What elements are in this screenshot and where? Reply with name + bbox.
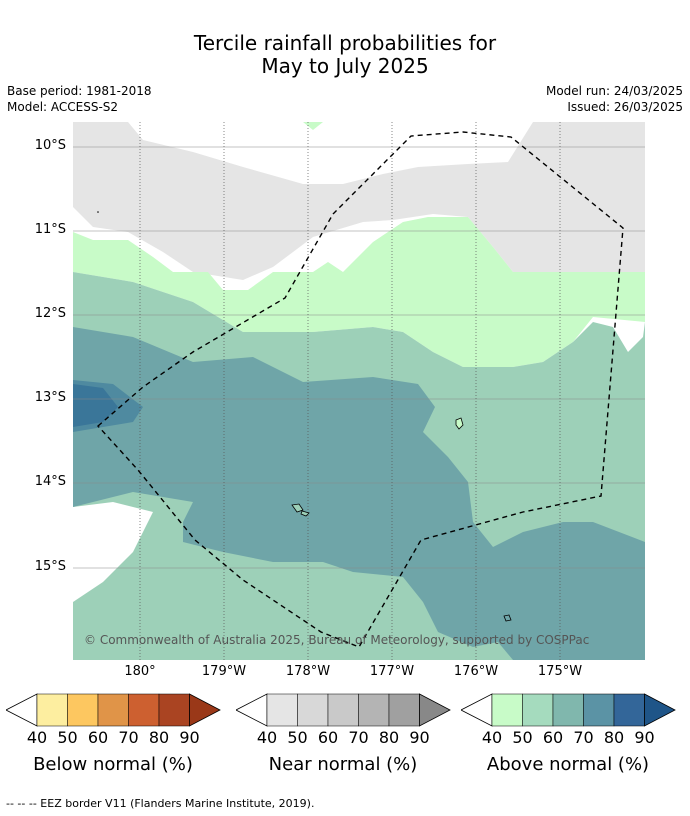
colorbar-above-normal-segment-2	[522, 693, 554, 727]
cb-near-tick-90: 90	[409, 728, 430, 747]
lat-label-15s: 15°S	[34, 559, 66, 574]
colorbar-below-normal-high-arrow	[189, 693, 221, 727]
colorbar-below-normal	[6, 693, 221, 727]
lon-label-178w: 178°W	[285, 664, 331, 679]
probability-map	[73, 122, 645, 660]
cb-below-tick-40: 40	[26, 728, 48, 747]
cb-below-tick-50: 50	[57, 728, 78, 747]
colorbar-above-normal-segment-1	[491, 693, 523, 727]
cb-near-tick-50: 50	[287, 728, 308, 747]
gridlines	[73, 146, 645, 569]
base-period: Base period: 1981-2018	[7, 84, 152, 98]
issued-date: Issued: 26/03/2025	[567, 100, 683, 114]
colorbar-above-normal-label: Above normal (%)	[486, 754, 650, 775]
island-wallis	[455, 417, 464, 430]
colorbar-above-normal-segment-5	[613, 693, 645, 727]
colorbar-near-normal-low-arrow	[236, 693, 268, 727]
copyright-notice: © Commonwealth of Australia 2025, Bureau…	[84, 633, 590, 647]
cb-below-tick-70: 70	[118, 728, 139, 747]
cb-above-tick-40: 40	[481, 728, 503, 747]
lon-label-180: 180°	[124, 664, 156, 679]
above-normal-40-region	[73, 217, 645, 367]
cb-below-tick-60: 60	[87, 728, 109, 747]
colorbar-above-normal-high-arrow	[644, 693, 676, 727]
island-alofi	[300, 510, 310, 517]
eez-footnote: -- -- -- EEZ border V11 (Flanders Marine…	[6, 797, 315, 810]
colorbar-near-normal-segment-3	[327, 693, 359, 727]
eez-border	[96, 131, 624, 648]
colorbar-below-normal-segment-3	[97, 693, 129, 727]
colorbar-near-normal-high-arrow	[419, 693, 451, 727]
lat-label-11s: 11°S	[34, 222, 66, 237]
cb-near-tick-60: 60	[317, 728, 339, 747]
cb-near-tick-70: 70	[348, 728, 369, 747]
colorbar-above-normal-segment-3	[552, 693, 584, 727]
colorbar-below-normal-low-arrow	[6, 693, 38, 727]
colorbar-near-normal-segment-5	[388, 693, 420, 727]
cb-above-tick-50: 50	[512, 728, 533, 747]
colorbar-below-normal-segment-5	[158, 693, 190, 727]
colorbar-above-normal	[461, 693, 676, 727]
cb-below-tick-90: 90	[179, 728, 200, 747]
colorbar-below-normal-segment-4	[128, 693, 160, 727]
cb-above-tick-70: 70	[573, 728, 594, 747]
near-normal-region	[73, 122, 645, 280]
model-name: Model: ACCESS-S2	[7, 100, 119, 114]
colorbar-near-normal	[236, 693, 451, 727]
lat-label-12s: 12°S	[34, 306, 66, 321]
model-run: Model run: 24/03/2025	[545, 84, 683, 98]
island-futuna	[291, 503, 304, 513]
lat-label-13s: 13°S	[34, 390, 66, 405]
colorbar-near-normal-label: Near normal (%)	[268, 754, 418, 775]
islet-northwest	[97, 211, 99, 213]
island-south	[503, 614, 512, 622]
cb-above-tick-60: 60	[542, 728, 564, 747]
cb-near-tick-40: 40	[256, 728, 278, 747]
cb-below-tick-80: 80	[148, 728, 170, 747]
colorbar-near-normal-segment-1	[266, 693, 298, 727]
cb-near-tick-80: 80	[378, 728, 400, 747]
colorbar-above-normal-segment-4	[583, 693, 615, 727]
above-normal-80-region	[73, 384, 118, 427]
lon-label-176w: 176°W	[453, 664, 499, 679]
colorbar-near-normal-segment-2	[297, 693, 329, 727]
map-title-line2: May to July 2025	[261, 54, 429, 78]
above-normal-60-region	[73, 327, 645, 660]
map-title-line1: Tercile rainfall probabilities for	[193, 31, 497, 55]
colorbar-near-normal-segment-4	[358, 693, 390, 727]
colorbar-below-normal-segment-2	[67, 693, 99, 727]
cb-above-tick-90: 90	[634, 728, 655, 747]
above-normal-40-island	[303, 122, 323, 130]
colorbar-above-normal-low-arrow	[461, 693, 493, 727]
lat-label-14s: 14°S	[34, 474, 66, 489]
colorbar-below-normal-segment-1	[36, 693, 68, 727]
lon-label-175w: 175°W	[537, 664, 583, 679]
lon-label-179w: 179°W	[201, 664, 247, 679]
cb-above-tick-80: 80	[603, 728, 625, 747]
lat-label-10s: 10°S	[34, 138, 66, 153]
colorbar-below-normal-label: Below normal (%)	[33, 754, 193, 775]
lon-label-177w: 177°W	[369, 664, 415, 679]
